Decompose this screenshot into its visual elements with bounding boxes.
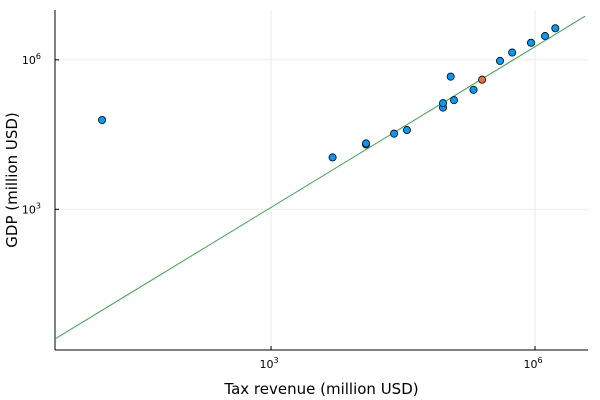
y-tick-label: 106 bbox=[22, 52, 41, 67]
data-point bbox=[527, 38, 536, 47]
data-point bbox=[402, 126, 411, 135]
x-tick-label: 103 bbox=[260, 356, 279, 371]
data-point bbox=[551, 24, 560, 33]
gridlines bbox=[55, 10, 588, 350]
data-point bbox=[439, 99, 448, 108]
data-point bbox=[541, 32, 550, 41]
reference-line bbox=[54, 15, 586, 340]
x-tick-label: 106 bbox=[523, 356, 542, 371]
highlighted-point bbox=[478, 75, 487, 84]
data-point bbox=[98, 115, 107, 124]
data-point bbox=[446, 72, 455, 81]
data-points bbox=[98, 24, 560, 162]
data-point bbox=[508, 48, 517, 57]
x-axis-label: Tax revenue (million USD) bbox=[223, 380, 418, 398]
data-point bbox=[328, 153, 337, 162]
data-point bbox=[390, 129, 399, 138]
data-point bbox=[362, 139, 371, 148]
data-point bbox=[469, 85, 478, 94]
data-point bbox=[496, 56, 505, 65]
y-tick-label: 103 bbox=[22, 201, 41, 216]
data-point bbox=[450, 96, 459, 105]
y-axis-label: GDP (million USD) bbox=[3, 112, 21, 247]
